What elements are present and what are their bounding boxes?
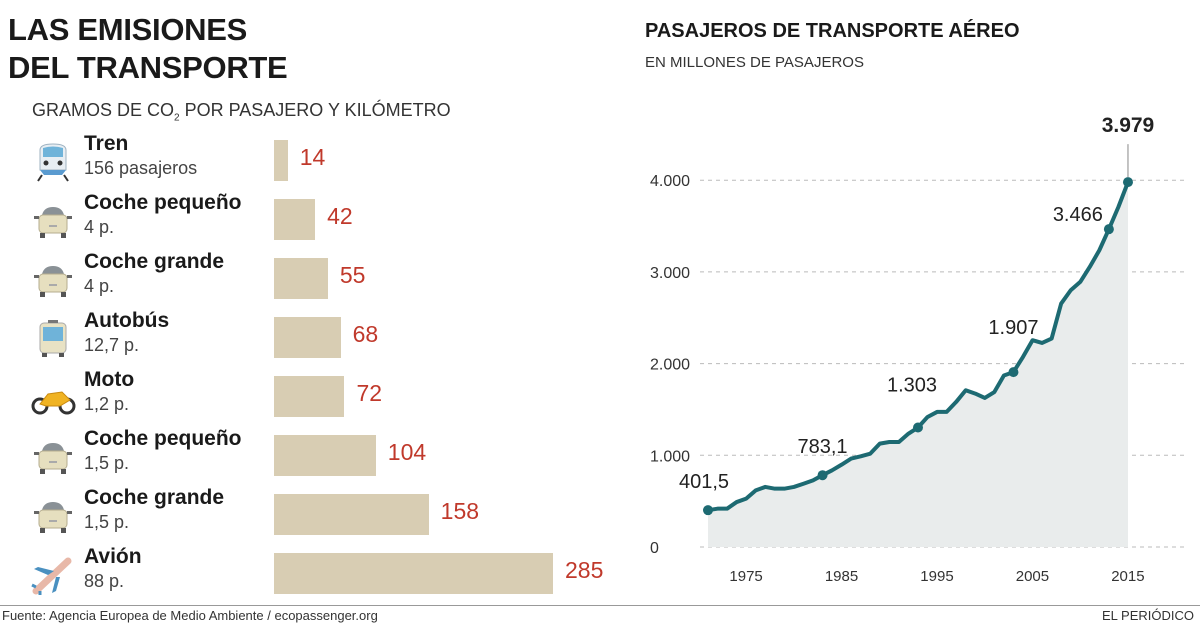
data-point <box>1122 177 1133 188</box>
data-point <box>817 470 828 481</box>
subtitle-text: GRAMOS DE CO <box>32 100 175 120</box>
left-subtitle: GRAMOS DE CO2 POR PASAJERO Y KILÓMETRO <box>32 100 451 124</box>
left-title-line1: LAS EMISIONES <box>8 12 247 47</box>
vehicle-name: Moto <box>84 368 135 391</box>
train-icon <box>30 142 76 182</box>
emission-row: Coche grande 4 p. 55 <box>0 250 640 309</box>
data-label: 3.979 <box>1102 114 1155 137</box>
vehicle-passengers: 4 p. <box>84 217 115 237</box>
car-icon <box>30 201 76 241</box>
brand-label: EL PERIÓDICO <box>1102 608 1194 623</box>
emission-row: Moto 1,2 p. 72 <box>0 368 640 427</box>
emission-value: 158 <box>440 498 480 524</box>
data-label: 1.303 <box>887 375 937 397</box>
subtitle-text-rest: POR PASAJERO Y KILÓMETRO <box>179 100 451 120</box>
vehicle-name: Avión <box>84 545 142 568</box>
x-tick-label: 2005 <box>1016 568 1049 585</box>
vehicle-passengers: 4 p. <box>84 276 115 296</box>
right-subtitle: EN MILLONES DE PASAJEROS <box>645 54 864 71</box>
x-tick-label: 2015 <box>1111 568 1144 585</box>
right-title: PASAJEROS DE TRANSPORTE AÉREO <box>645 20 1020 42</box>
emission-row: Coche pequeño 1,5 p. 104 <box>0 427 640 486</box>
vehicle-passengers: 12,7 p. <box>84 335 140 355</box>
airplane-icon <box>30 555 76 595</box>
emission-value: 72 <box>356 380 383 406</box>
data-point <box>703 505 713 516</box>
vehicle-passengers: 1,5 p. <box>84 512 130 532</box>
y-tick-label: 2.000 <box>650 357 690 374</box>
x-tick-label: 1975 <box>729 568 762 585</box>
vehicle-name: Coche grande <box>84 250 225 273</box>
emission-bar <box>274 317 341 358</box>
vehicle-passengers: 1,2 p. <box>84 394 130 414</box>
left-title-line2: DEL TRANSPORTE <box>8 50 288 85</box>
emission-row: Coche pequeño 4 p. 42 <box>0 191 640 250</box>
area-fill <box>708 182 1128 547</box>
data-point <box>912 422 923 433</box>
vehicle-passengers: 1,5 p. <box>84 453 130 473</box>
vehicle-passengers: 156 pasajeros <box>84 158 198 178</box>
emission-row: Autobús 12,7 p. 68 <box>0 309 640 368</box>
vehicle-passengers: 88 p. <box>84 571 125 591</box>
emission-value: 14 <box>299 144 326 170</box>
emission-value: 42 <box>327 203 353 229</box>
y-tick-label: 0 <box>650 540 659 557</box>
data-point <box>1103 224 1114 235</box>
y-tick-label: 3.000 <box>650 265 690 282</box>
emission-row: Tren 156 pasajeros 14 <box>0 132 640 191</box>
emission-row: Coche grande 1,5 p. 158 <box>0 486 640 545</box>
emission-bar <box>274 553 553 594</box>
footer-divider <box>0 605 1200 606</box>
data-point <box>1008 367 1019 378</box>
car-icon <box>30 496 76 536</box>
emission-bar <box>274 199 316 240</box>
emission-value: 285 <box>565 557 604 583</box>
car-icon <box>30 260 76 300</box>
data-label: 401,5 <box>679 471 729 493</box>
emission-bar <box>274 376 345 417</box>
vehicle-name: Coche pequeño <box>84 427 242 450</box>
emission-value: 55 <box>339 262 366 288</box>
bus-icon <box>30 319 76 359</box>
subtitle-subscript: 2 <box>174 112 180 124</box>
car-icon <box>30 437 76 477</box>
y-tick-label: 4.000 <box>650 173 690 190</box>
emission-value: 104 <box>387 439 427 465</box>
vehicle-name: Coche grande <box>84 486 225 509</box>
y-tick-label: 1.000 <box>650 448 690 465</box>
vehicle-name: Coche pequeño <box>84 191 242 214</box>
x-tick-label: 1985 <box>825 568 858 585</box>
vehicle-name: Autobús <box>84 309 170 332</box>
emission-row: Avión 88 p. 285 <box>0 545 640 604</box>
vehicle-name: Tren <box>84 132 129 155</box>
emission-bar <box>274 140 288 181</box>
emission-bar <box>274 494 429 535</box>
source-note: Fuente: Agencia Europea de Medio Ambient… <box>2 608 378 623</box>
data-label: 3.466 <box>1053 204 1103 226</box>
motorcycle-icon <box>30 378 76 418</box>
x-tick-label: 1995 <box>920 568 953 585</box>
emission-bar <box>274 435 376 476</box>
data-label: 1.907 <box>988 317 1038 339</box>
emission-value: 68 <box>352 321 379 347</box>
data-label: 783,1 <box>798 436 848 458</box>
emission-bar <box>274 258 328 299</box>
